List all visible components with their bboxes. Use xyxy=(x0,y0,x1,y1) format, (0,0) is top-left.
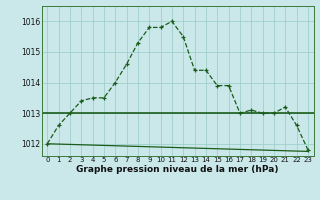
X-axis label: Graphe pression niveau de la mer (hPa): Graphe pression niveau de la mer (hPa) xyxy=(76,165,279,174)
